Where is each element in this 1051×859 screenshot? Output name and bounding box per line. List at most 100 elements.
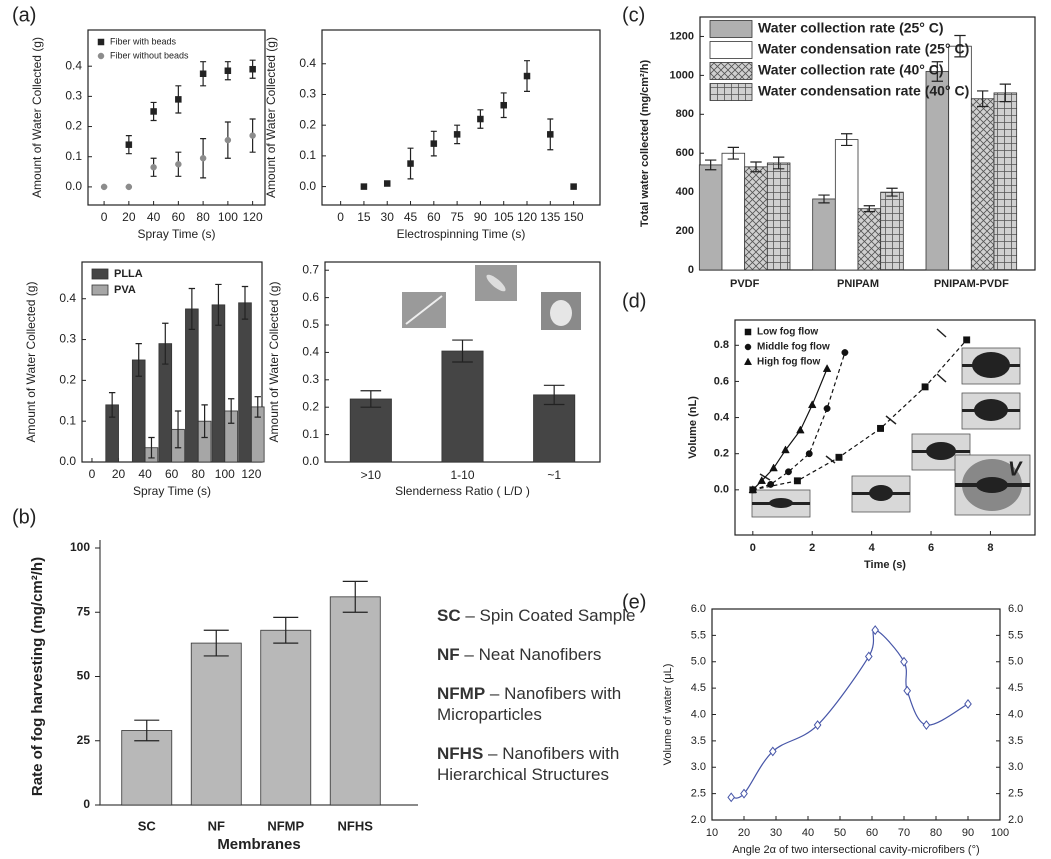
x-tick-label: NFHS bbox=[338, 818, 374, 833]
y-tick-label: 5.0 bbox=[691, 656, 706, 668]
x-tick-label: NF bbox=[208, 818, 225, 833]
plot-frame bbox=[711, 608, 1001, 821]
point bbox=[199, 154, 207, 162]
error-bar bbox=[931, 61, 943, 82]
x-axis-label: Spray Time (s) bbox=[133, 484, 211, 498]
error-bar bbox=[954, 34, 966, 58]
point bbox=[740, 788, 748, 799]
point bbox=[871, 625, 880, 636]
y-tick-label: 0.1 bbox=[65, 149, 82, 163]
x-tick-label: 8 bbox=[987, 542, 993, 554]
error-bar bbox=[999, 83, 1011, 103]
x-tick-label: 60 bbox=[165, 467, 179, 481]
error-bar bbox=[841, 133, 853, 147]
bar bbox=[698, 164, 723, 271]
x-tick-label: 20 bbox=[112, 467, 126, 481]
y-tick-label: 0.0 bbox=[714, 484, 729, 496]
point bbox=[964, 698, 972, 709]
point bbox=[249, 132, 256, 139]
error-bar bbox=[148, 436, 155, 459]
legend-label: Low fog flow bbox=[757, 327, 818, 338]
point bbox=[781, 445, 790, 454]
panel-label: (a) bbox=[12, 4, 36, 26]
point bbox=[785, 468, 792, 476]
error-bar bbox=[215, 283, 222, 326]
point bbox=[125, 183, 133, 191]
bar bbox=[880, 191, 904, 271]
y-tick-label: 400 bbox=[676, 186, 694, 198]
x-tick-label: 90 bbox=[474, 210, 488, 224]
point bbox=[453, 131, 461, 138]
error-bar bbox=[342, 580, 368, 613]
bar bbox=[744, 166, 768, 271]
legend-label: PLLA bbox=[114, 268, 143, 280]
error-bar bbox=[273, 616, 299, 644]
legend-label: PVA bbox=[114, 284, 136, 296]
point bbox=[360, 183, 368, 190]
x-axis-label: Electrospinning Time (s) bbox=[397, 227, 526, 241]
x-tick-label: 135 bbox=[540, 210, 560, 224]
y2-tick-label: 3.5 bbox=[1008, 735, 1023, 747]
bar bbox=[185, 308, 199, 463]
bar bbox=[349, 398, 392, 463]
error-bar bbox=[360, 390, 382, 408]
x-tick-label: 150 bbox=[564, 210, 584, 224]
y-axis-label: Rate of fog harvesting (mg/cm²/h) bbox=[29, 557, 46, 796]
y-tick-label: 75 bbox=[77, 604, 91, 618]
legend-marker bbox=[744, 343, 752, 351]
point bbox=[793, 477, 801, 485]
line bbox=[752, 352, 846, 491]
point bbox=[523, 72, 531, 80]
point bbox=[805, 450, 813, 458]
point bbox=[864, 651, 873, 662]
x-tick-label: 105 bbox=[494, 210, 514, 224]
x-tick-label: 0 bbox=[337, 210, 344, 224]
x-tick-label: 40 bbox=[147, 210, 161, 224]
y-tick-label: 0.3 bbox=[65, 89, 82, 103]
bar bbox=[721, 152, 746, 271]
error-bar bbox=[750, 161, 762, 173]
inset-bead bbox=[550, 300, 572, 326]
bar bbox=[993, 92, 1018, 271]
bar bbox=[329, 596, 381, 806]
error-bar bbox=[174, 410, 182, 449]
y-tick-label: 0.3 bbox=[299, 87, 316, 101]
point bbox=[767, 480, 775, 488]
x-tick-label: 60 bbox=[172, 210, 186, 224]
key-text: – Neat Nanofibers bbox=[464, 645, 602, 664]
y2-tick-label: 4.5 bbox=[1008, 682, 1023, 694]
y-axis-label: Amount of Water Collected (g) bbox=[264, 37, 278, 198]
point bbox=[903, 685, 912, 696]
legend-swatch bbox=[709, 83, 753, 101]
point bbox=[921, 383, 929, 391]
y-tick-label: 5.5 bbox=[691, 629, 706, 641]
y-tick-label: 3.5 bbox=[691, 735, 706, 747]
legend-label: Water condensation rate (40° C) bbox=[758, 83, 969, 99]
point bbox=[407, 160, 414, 167]
y2-tick-label: 4.0 bbox=[1008, 708, 1023, 720]
y-tick-label: 0.2 bbox=[714, 448, 729, 460]
y2-tick-label: 3.0 bbox=[1008, 761, 1023, 773]
y2-tick-label: 6.0 bbox=[1008, 603, 1023, 615]
y-tick-label: 50 bbox=[77, 669, 91, 683]
y-tick-label: 200 bbox=[676, 225, 694, 237]
y-tick-label: 0.0 bbox=[59, 454, 76, 468]
y-axis-label: Amount of Water Collected (g) bbox=[24, 282, 38, 443]
point bbox=[547, 131, 554, 138]
error-bar bbox=[452, 339, 473, 363]
point bbox=[199, 70, 207, 77]
y-tick-label: 0 bbox=[83, 797, 90, 811]
key-text: – Spin Coated Sample bbox=[465, 606, 636, 625]
point bbox=[841, 349, 849, 356]
panel-label: (b) bbox=[12, 506, 36, 528]
key-item: NF – Neat Nanofibers bbox=[437, 644, 687, 665]
point bbox=[224, 136, 232, 144]
error-bar bbox=[188, 287, 196, 330]
error-bar bbox=[135, 343, 142, 377]
legend-swatch bbox=[709, 20, 753, 38]
legend-marker bbox=[97, 52, 105, 60]
x-tick-label: 75 bbox=[450, 210, 464, 224]
plot-frame bbox=[321, 29, 601, 206]
y-tick-label: 2.0 bbox=[691, 814, 706, 826]
inset-fiber bbox=[405, 295, 443, 325]
